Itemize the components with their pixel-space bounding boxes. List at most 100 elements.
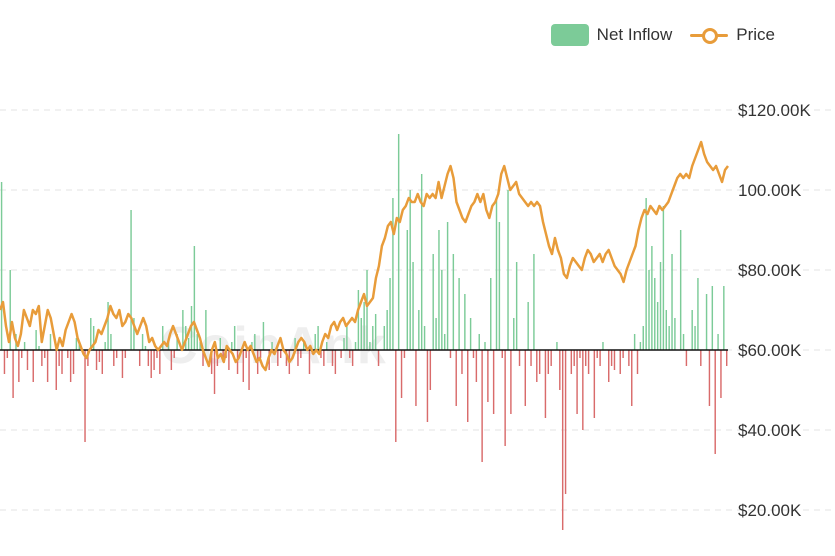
inflow-bar bbox=[228, 350, 230, 370]
inflow-bar bbox=[326, 342, 328, 350]
inflow-bar bbox=[196, 334, 198, 350]
inflow-bar bbox=[3, 350, 6, 374]
inflow-bar bbox=[254, 334, 256, 350]
inflow-bar bbox=[455, 350, 457, 406]
inflow-bar bbox=[58, 350, 60, 366]
inflow-bar bbox=[561, 350, 564, 530]
inflow-bar bbox=[349, 350, 351, 358]
inflow-bar bbox=[113, 350, 115, 366]
inflow-bar bbox=[363, 302, 365, 350]
inflow-bar bbox=[665, 310, 667, 350]
inflow-bar bbox=[213, 350, 216, 394]
inflow-bar bbox=[317, 326, 319, 350]
inflow-bar bbox=[682, 334, 685, 350]
inflow-bar bbox=[44, 350, 46, 358]
inflow-bar bbox=[386, 310, 388, 350]
price-swatch bbox=[690, 24, 729, 46]
inflow-bar bbox=[510, 350, 512, 414]
inflow-bar bbox=[18, 350, 20, 382]
inflow-bar bbox=[147, 350, 150, 366]
inflow-bar bbox=[377, 350, 380, 366]
inflow-bar bbox=[622, 350, 624, 358]
inflow-bar bbox=[423, 326, 426, 350]
inflow-bar bbox=[366, 270, 368, 350]
inflow-bar bbox=[222, 350, 224, 362]
inflow-bar bbox=[101, 350, 104, 374]
inflow-bar bbox=[711, 286, 714, 350]
price-label: Price bbox=[736, 25, 775, 44]
inflow-bar bbox=[357, 290, 360, 350]
inflow-bar bbox=[633, 334, 636, 350]
y-tick-label: $120.00K bbox=[738, 101, 811, 120]
inflow-bar bbox=[550, 350, 552, 366]
inflow-bar bbox=[397, 134, 400, 350]
inflow-bar bbox=[685, 350, 688, 366]
legend-item-price[interactable]: Price bbox=[690, 24, 775, 46]
inflow-bar bbox=[631, 350, 633, 406]
inflow-bar bbox=[599, 350, 601, 366]
inflow-bar bbox=[449, 350, 452, 358]
inflow-bar bbox=[6, 350, 9, 358]
y-tick-label: $60.00K bbox=[738, 341, 802, 360]
inflow-bar bbox=[636, 350, 639, 374]
inflow-bar bbox=[395, 350, 397, 442]
inflow-bar bbox=[576, 350, 578, 414]
inflow-bar bbox=[233, 326, 236, 350]
inflow-bar bbox=[406, 230, 409, 350]
inflow-bar bbox=[723, 286, 725, 350]
inflow-bar bbox=[32, 350, 34, 382]
y-axis-ticks: $120.00K 100.00K $80.00K $60.00K $40.00K $20.… bbox=[738, 101, 811, 520]
inflow-bar bbox=[69, 350, 72, 382]
inflow-bar bbox=[501, 350, 503, 358]
inflow-bar bbox=[714, 350, 716, 454]
inflow-bar bbox=[87, 350, 89, 366]
inflow-bar bbox=[469, 318, 472, 350]
inflow-bar bbox=[705, 294, 708, 350]
inflow-bar bbox=[372, 326, 374, 350]
inflow-bar bbox=[564, 350, 567, 494]
inflow-bar bbox=[659, 262, 662, 350]
inflow-bar bbox=[26, 350, 29, 370]
inflow-bar bbox=[67, 350, 69, 358]
inflow-bar bbox=[202, 350, 204, 366]
inflow-bar bbox=[717, 334, 719, 350]
inflow-bar bbox=[409, 190, 411, 350]
inflow-bar bbox=[492, 350, 495, 414]
inflow-bar bbox=[593, 350, 596, 418]
inflow-bar bbox=[205, 310, 207, 350]
inflow-bar bbox=[720, 350, 722, 398]
inflow-bar bbox=[527, 302, 529, 350]
inflow-bar bbox=[412, 262, 414, 350]
inflow-bar bbox=[602, 342, 604, 350]
inflow-bar bbox=[369, 342, 371, 350]
inflow-bar bbox=[645, 198, 647, 350]
y-tick-label: $40.00K bbox=[738, 421, 802, 440]
inflow-bar bbox=[513, 318, 515, 350]
legend-item-net-inflow[interactable]: Net Inflow bbox=[550, 24, 672, 46]
inflow-bar bbox=[187, 338, 190, 350]
inflow-bar bbox=[308, 350, 311, 374]
inflow-bar bbox=[210, 350, 213, 374]
inflow-bar bbox=[538, 350, 541, 374]
inflow-bar bbox=[708, 350, 711, 406]
inflow-bar bbox=[642, 326, 644, 350]
inflow-bar bbox=[133, 318, 135, 350]
inflow-bar bbox=[584, 350, 587, 366]
inflow-bar bbox=[573, 350, 575, 366]
inflow-bar bbox=[547, 350, 550, 374]
inflow-bar bbox=[170, 350, 173, 370]
y-tick-label: 100.00K bbox=[738, 181, 802, 200]
inflow-bar bbox=[472, 350, 475, 358]
inflow-bar bbox=[340, 350, 342, 358]
inflow-bar bbox=[300, 350, 302, 358]
inflow-bar bbox=[156, 350, 158, 358]
inflow-bar bbox=[124, 350, 127, 358]
inflow-bar bbox=[90, 318, 92, 350]
inflow-bar bbox=[464, 294, 466, 350]
inflow-bar bbox=[46, 350, 49, 382]
inflow-bar bbox=[92, 326, 95, 350]
inflow-bar bbox=[628, 350, 630, 366]
inflow-bar bbox=[35, 330, 37, 350]
